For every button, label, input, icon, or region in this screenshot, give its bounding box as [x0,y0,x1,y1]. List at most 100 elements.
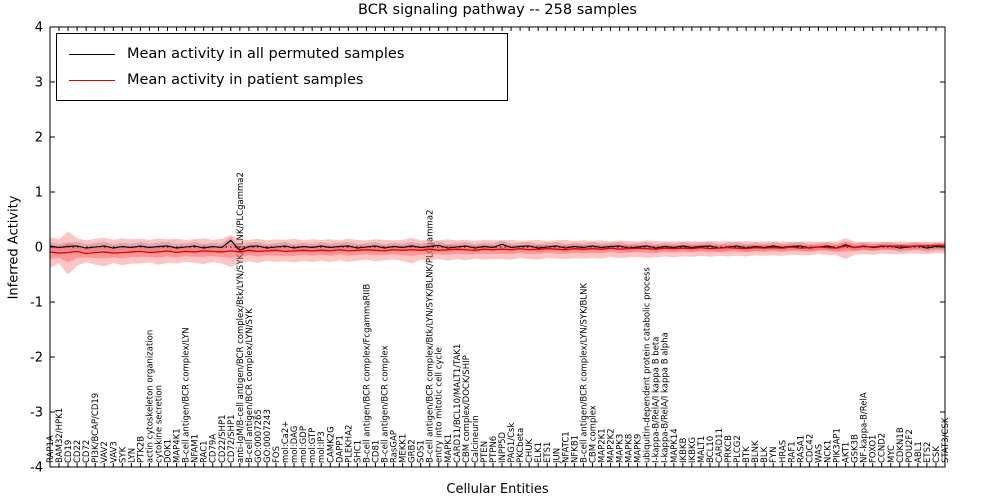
patient-band-outer [50,231,945,275]
x-tick-label: CD22/SHP1 [218,415,228,463]
x-tick-label: SOS1 [417,440,427,463]
x-tick-label: RasGAP [390,430,400,463]
x-tick-label: BCL10 [706,436,716,463]
x-tick-label: CD81 [371,440,381,463]
legend-line-patient-swatch [69,79,115,81]
x-tick-label: RAP1A [46,435,56,463]
x-tick-label: RAC1 [200,440,210,463]
x-tick-label: MAP4K1 [173,428,183,463]
x-tick-label: mol:GTP [308,428,318,463]
legend: Mean activity in all permuted samples Me… [56,33,508,101]
y-tick-label: 3 [35,76,43,91]
x-axis-title: Cellular Entities [446,482,549,497]
x-tick-label: mol:IP3 [317,431,327,463]
legend-label-patient: Mean activity in patient samples [127,72,364,88]
x-tick-label: MALT1 [697,436,707,463]
x-tick-label: ETS2 [923,442,933,463]
x-tick-label: PLEKHA2 [344,425,354,463]
x-tick-label: CD72/SHP1 [227,415,237,463]
x-tick-label: HRAS [778,440,788,463]
x-tick-label: PLCG2 [733,435,743,463]
legend-line-permuted-swatch [69,53,115,55]
x-tick-label: mol:Ca2+ [281,421,291,463]
x-tick-label: ABL1 [914,441,924,463]
x-tick-label: SHC1 [353,440,363,463]
x-tick-label: MYC [887,445,897,463]
x-tick-label: NFAM1 [191,434,201,463]
x-tick-label: SYK [118,446,128,463]
x-tick-label: RAF1 [787,441,797,463]
y-tick-label: 4 [35,21,43,36]
x-tick-label: IKBKB [679,438,689,463]
y-axis-title: Inferred Activity [6,195,22,300]
x-tick-label: MAPK8 [625,434,635,463]
y-tick-label: 1 [35,186,43,201]
x-tick-label: IKBKG [688,437,698,463]
x-tick-label: AKT1 [842,442,852,463]
chart-title: BCR signaling pathway -- 258 samples [358,2,637,18]
x-tick-label: FOXO1 [869,435,879,463]
x-tick-label: Calcineurin [471,415,481,463]
x-tick-label: MAPK9 [634,434,644,463]
x-tick-label: B-cell antigen/BCR complex/FcgammaRIIB [362,284,372,463]
x-tick-label: CARD11 [715,428,725,463]
x-tick-label: CBM complex/DOCK/SHIP [462,355,472,463]
x-tick-label: PTK2B [136,436,146,463]
x-tick-label: DOK1 [164,439,174,463]
x-tick-label: MAPK1 [444,434,454,463]
x-tick-label: BAM32/HPK1 [55,408,65,463]
x-tick-label: entry into mitotic cell cycle [435,347,445,463]
x-tick-label: JUN [552,448,562,464]
x-tick-label: CD72 [82,440,92,463]
x-tick-label: FYN [769,447,779,463]
x-tick-label: PAG1/Csk [507,423,517,463]
x-tick-label: B-cell antigen/BCR complex [380,345,390,463]
x-tick-label: MAPK14 [670,428,680,463]
x-tick-label: actin cytoskeleton organization [145,330,155,463]
x-tick-label: PKCbeta [516,428,526,463]
x-tick-label: CHUK [525,438,535,463]
x-tick-label: PI3K/BCAP/CD19 [91,393,101,463]
x-tick-label: GRB2 [408,439,418,463]
x-tick-label: MAPK3 [616,434,626,463]
y-tick-label: -1 [30,296,43,311]
x-tick-label: cytokine secretion [154,385,164,463]
legend-item-permuted: Mean activity in all permuted samples [69,41,495,67]
x-tick-label: GSK3B [851,434,861,463]
x-tick-label: NCK1 [823,440,833,463]
x-tick-label: VAV2 [100,441,110,463]
legend-label-permuted: Mean activity in all permuted samples [127,46,405,62]
x-tick-label: CD19 [64,440,74,463]
x-tick-label: CARD11/BCL10/MALT1/TAK1 [453,344,463,463]
x-tick-label: NFKB1 [570,435,580,463]
x-tick-label: LYN [127,448,137,463]
x-tick-label: CD22 [73,440,83,463]
x-tick-label: WAS [814,444,824,463]
x-tick-label: NFATC1 [561,431,571,463]
x-tick-label: CDKN1B [896,427,906,463]
x-tick-label: MAP2K2 [607,428,617,463]
x-tick-label: DAPP1 [335,435,345,463]
x-tick-label: MAP2K1 [597,428,607,463]
x-tick-label: ubiquitin-dependent protein catabolic pr… [643,267,653,463]
x-tick-label: I-kappa-B/RelA/I kappa B beta [652,337,662,463]
y-tick-label: -3 [30,406,43,421]
x-tick-label: mol:DAG [290,426,300,463]
x-tick-label: BTK [742,446,752,463]
y-tick-label: 2 [35,131,43,146]
y-tick-label: 0 [35,241,43,256]
x-tick-label: PTPN6 [489,436,499,463]
x-tick-label: BLNK [751,440,761,463]
y-tick-label: -2 [30,351,43,366]
x-tick-label: ELK1 [534,442,544,463]
x-tick-label: PTEN [480,441,490,463]
x-tick-label: PRKCB [724,435,734,463]
x-tick-label: GO:0007243 [263,409,273,463]
x-tick-label: POU2F2 [905,429,915,463]
x-tick-label: CD79A [209,434,219,463]
legend-item-patient: Mean activity in patient samples [69,67,495,93]
x-tick-label: CCND2 [878,433,888,463]
x-tick-label: CSK [932,446,942,463]
